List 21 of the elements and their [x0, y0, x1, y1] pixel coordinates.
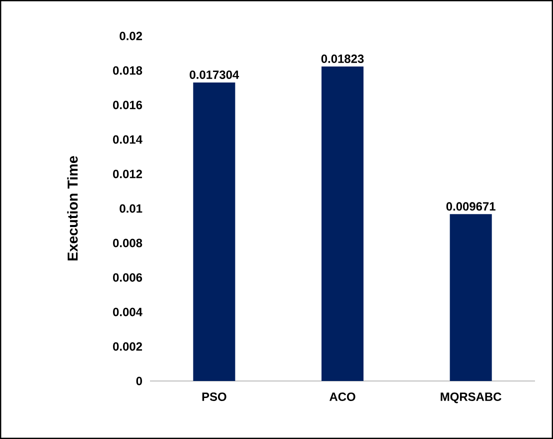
bar: [450, 214, 492, 381]
x-tick-label: MQRSABC: [440, 392, 502, 404]
y-tick-label: 0.002: [113, 342, 142, 351]
y-tick-label: 0.016: [113, 100, 142, 110]
data-label: 0.017304: [190, 70, 240, 79]
y-tick-label: 0.006: [113, 273, 142, 282]
data-label: 0.009671: [446, 202, 496, 211]
y-axis-title: Execution Time: [67, 156, 78, 260]
x-tick-label: PSO: [202, 392, 226, 401]
y-tick-label: 0.01: [120, 204, 142, 213]
x-tick-label: ACO: [330, 392, 356, 401]
y-tick-label: 0: [136, 376, 142, 386]
y-tick-label: 0.012: [113, 170, 142, 178]
y-tick-label: 0.004: [113, 308, 142, 316]
y-tick-label: 0.018: [113, 66, 142, 75]
data-label: 0.01823: [321, 54, 364, 64]
bar: [193, 82, 236, 381]
y-tick-label: 0.02: [120, 32, 142, 40]
bar: [322, 66, 364, 381]
y-tick-label: 0.008: [113, 238, 142, 248]
y-tick-label: 0.014: [113, 135, 142, 144]
